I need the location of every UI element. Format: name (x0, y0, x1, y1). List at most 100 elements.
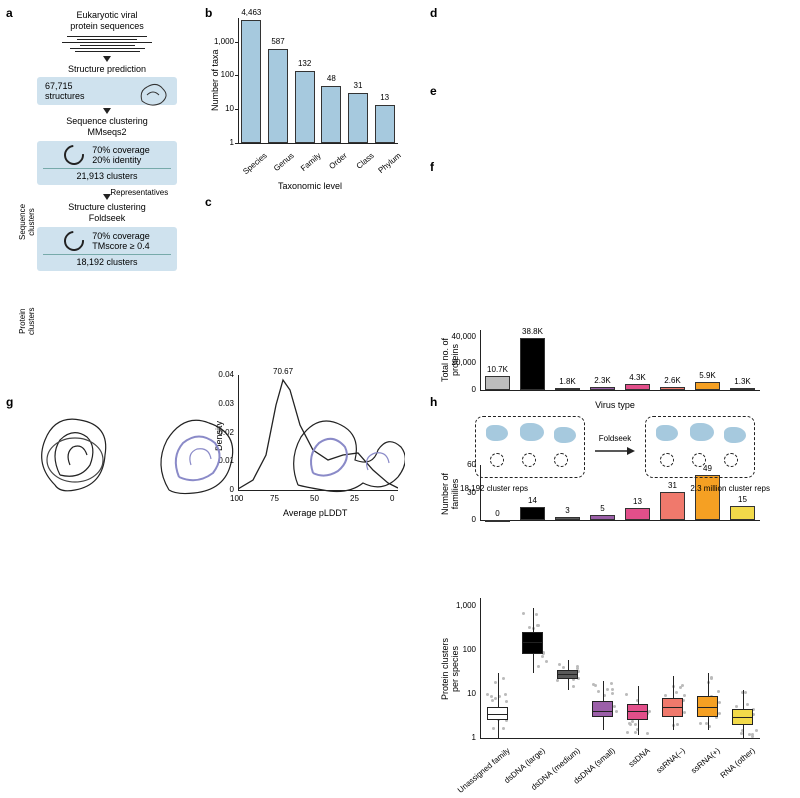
median (592, 711, 613, 712)
scatter-dot (597, 690, 600, 693)
panel-f: 1101001,000Unassigned familydsDNA (large… (480, 598, 760, 798)
scatter-dot (535, 613, 538, 616)
bar (485, 520, 510, 522)
scatter-dot (610, 682, 613, 685)
label-h: h (430, 395, 437, 409)
scatter-dot (611, 688, 614, 691)
scatter-dot (494, 681, 497, 684)
label-a: a (6, 6, 13, 20)
bar (625, 384, 650, 390)
scatter-dot (683, 694, 686, 697)
scatter-dot (537, 624, 540, 627)
scatter-dot (675, 691, 678, 694)
seq-clust: Sequence clustering MMseqs2 (22, 116, 192, 138)
scatter-dot (613, 705, 616, 708)
side-seq: Sequence clusters (18, 204, 36, 240)
median (662, 707, 683, 708)
label-c: c (205, 195, 212, 209)
box-struct-cluster: 70% coverage TMscore ≥ 0.4 18,192 cluste… (37, 227, 177, 271)
scatter-dot (522, 612, 525, 615)
reps-label: Representatives (110, 188, 168, 197)
whisker (498, 673, 499, 738)
bar-value: 4.3K (619, 373, 656, 382)
arrow-right-icon (595, 445, 635, 457)
side-prot: Protein clusters (18, 307, 36, 335)
label-e: e (430, 84, 437, 98)
bar (555, 388, 580, 390)
scatter-dot (615, 710, 618, 713)
panel-d: 020,00040,00010.7K38.8K1.8K2.3K4.3K2.6K5… (480, 330, 760, 390)
box-structures: 67,715 structures (37, 77, 177, 105)
bar-value: 38.8K (514, 327, 551, 336)
cycle-icon (60, 226, 88, 254)
scatter-dot (558, 663, 561, 666)
scatter-dot (562, 666, 565, 669)
bar-value: 1.8K (549, 377, 586, 386)
bar-value: 31 (344, 81, 372, 90)
bar-value: 4,463 (237, 8, 265, 17)
scatter-dot (676, 723, 679, 726)
scatter-dot (746, 703, 749, 706)
bar (590, 387, 615, 390)
box3-l1: 70% coverage (92, 231, 150, 241)
right-cluster-label: 2.3 million cluster reps (690, 484, 770, 493)
ylabel: Total no. of proteins (440, 338, 460, 382)
scatter-dot (710, 676, 713, 679)
bar-Genus (268, 49, 288, 143)
protein-mini-icon (137, 81, 171, 107)
bar (520, 338, 545, 390)
scatter-dot (611, 692, 614, 695)
struct-pred: Structure prediction (22, 64, 192, 75)
scatter-dot (528, 626, 531, 629)
panel-b: 1101001,0004,463Species587Genus132Family… (238, 18, 398, 183)
bar-Phylum (375, 105, 395, 143)
scatter-dot (699, 722, 702, 725)
scatter-dot (504, 693, 507, 696)
scatter-dot (486, 693, 489, 696)
cluster-box-left (475, 416, 585, 478)
bar-value: 132 (291, 59, 319, 68)
panel-g (25, 400, 405, 510)
median (697, 707, 718, 708)
ylabel: Number of taxa (210, 49, 220, 111)
scatter-dot (664, 694, 667, 697)
bar-Order (321, 86, 341, 143)
bar (730, 388, 755, 390)
cluster-box-right (645, 416, 755, 478)
bar-Family (295, 71, 315, 143)
bar-Species (241, 20, 261, 143)
box2-l1: 70% coverage (92, 145, 150, 155)
scatter-dot (572, 685, 575, 688)
bar-value: 2.3K (584, 376, 621, 385)
arrow-icon (103, 56, 111, 62)
protein-structure-3 (283, 405, 405, 505)
scatter-dot (629, 723, 632, 726)
bar (695, 382, 720, 390)
box3-l2: TMscore ≥ 0.4 (92, 241, 150, 251)
cycle-icon (60, 141, 88, 169)
bar-value: 48 (317, 74, 345, 83)
bar-value: 1.3K (724, 377, 761, 386)
scatter-dot (646, 732, 649, 735)
label-d: d (430, 6, 437, 20)
panel-h: Virus type Foldseek 18,192 cluster reps … (450, 400, 780, 520)
scatter-dot (492, 727, 495, 730)
bar-Class (348, 93, 368, 143)
scatter-dot (718, 712, 721, 715)
median (522, 642, 543, 643)
label-f: f (430, 160, 434, 174)
scatter-dot (545, 660, 548, 663)
scatter-dot (751, 735, 754, 738)
median (487, 714, 508, 715)
bar-value: 13 (371, 93, 399, 102)
bar-value: 2.6K (654, 376, 691, 385)
scatter-dot (502, 727, 505, 730)
box1-txt: structures (45, 91, 85, 101)
flow-top-title: Eukaryotic viral protein sequences (22, 10, 192, 32)
scatter-dot (541, 655, 544, 658)
median (557, 674, 578, 675)
virus-type-title: Virus type (450, 400, 780, 410)
scatter-dot (681, 684, 684, 687)
scatter-dot (683, 711, 686, 714)
scatter-dot (718, 701, 721, 704)
